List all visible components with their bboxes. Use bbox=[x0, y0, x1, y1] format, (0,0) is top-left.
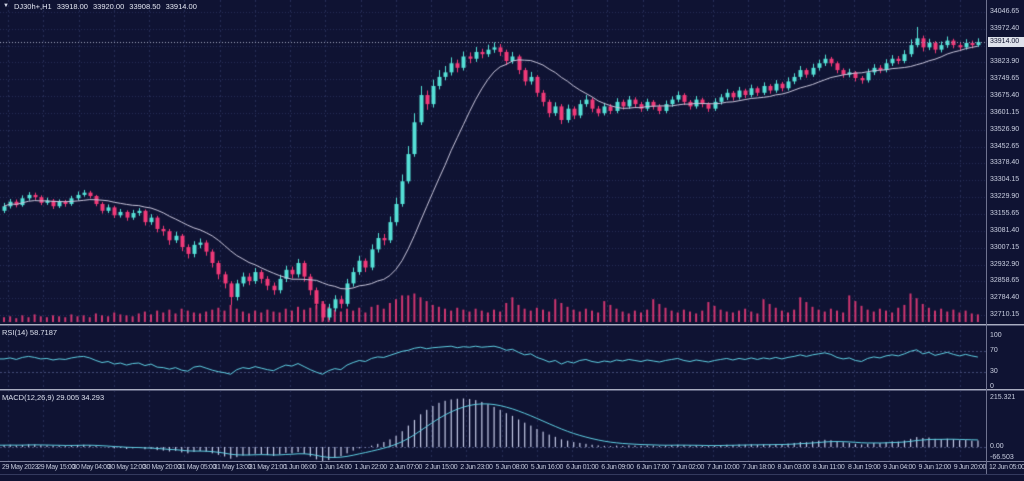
ohlc-close: 33914.00 bbox=[165, 2, 197, 11]
price-tick-label: 32710.15 bbox=[990, 311, 1020, 319]
macd-scale-label: -66.503 bbox=[990, 454, 1014, 461]
panel-separator-rsi[interactable] bbox=[0, 324, 1024, 325]
time-axis-label: 9 Jun 12:00 bbox=[918, 464, 952, 471]
chart-marker-icon[interactable]: ▼ bbox=[3, 3, 9, 9]
time-axis-label: 30 May 20:00 bbox=[143, 464, 181, 471]
time-axis-label: 9 Jun 20:00 bbox=[953, 464, 987, 471]
price-tick-label: 33823.90 bbox=[990, 58, 1020, 66]
time-axis-label: 7 Jun 18:00 bbox=[742, 464, 775, 471]
time-axis-separator bbox=[0, 461, 1024, 462]
rsi-scale-label: 30 bbox=[990, 367, 998, 375]
time-axis-label: 8 Jun 19:00 bbox=[848, 464, 881, 471]
price-tick-label: 33526.90 bbox=[990, 125, 1020, 133]
ohlc-low: 33908.50 bbox=[129, 2, 161, 11]
time-axis-label: 1 Jun 06:00 bbox=[284, 464, 317, 471]
time-axis-label: 1 Jun 14:00 bbox=[319, 464, 352, 471]
time-axis-label: 31 May 13:00 bbox=[213, 464, 252, 471]
time-axis-label: 2 Jun 07:00 bbox=[389, 464, 423, 471]
price-tick-label: 33601.15 bbox=[990, 108, 1020, 116]
price-tick-label: 34046.65 bbox=[990, 7, 1020, 15]
price-tick-label: 33007.15 bbox=[990, 243, 1020, 251]
time-axis-label: 1 Jun 22:00 bbox=[354, 464, 388, 471]
time-axis-label: 5 Jun 16:00 bbox=[530, 464, 564, 471]
time-axis-label: 6 Jun 01:00 bbox=[566, 464, 599, 471]
time-axis-label: 29 May 15:00 bbox=[37, 464, 75, 471]
symbol-timeframe: DJ30h+,H1 bbox=[13, 2, 52, 11]
price-tick-label: 33675.40 bbox=[990, 92, 1020, 100]
time-axis-label: 30 May 04:00 bbox=[72, 464, 111, 471]
price-tick-label: 32932.90 bbox=[990, 260, 1020, 268]
price-tick-label: 33155.65 bbox=[990, 210, 1020, 218]
price-tick-label: 33304.15 bbox=[990, 176, 1020, 184]
rsi-scale-label: 0 bbox=[990, 383, 994, 390]
time-axis-label: 6 Jun 17:00 bbox=[636, 464, 670, 471]
price-tick-label: 33081.40 bbox=[990, 226, 1020, 234]
time-axis-label: 7 Jun 10:00 bbox=[707, 464, 740, 471]
price-tick-label: 33452.65 bbox=[990, 142, 1020, 150]
time-axis-label: 30 May 12:00 bbox=[107, 464, 146, 471]
time-axis-label: 2 Jun 23:00 bbox=[460, 464, 493, 471]
time-axis-label: 29 May 2023 bbox=[2, 464, 39, 471]
time-axis-label: 2 Jun 15:00 bbox=[425, 464, 458, 471]
time-axis-label: 8 Jun 03:00 bbox=[777, 464, 811, 471]
ohlc-high: 33920.00 bbox=[92, 2, 125, 11]
time-axis-label: 31 May 05:00 bbox=[178, 464, 216, 471]
time-axis-label: 31 May 21:00 bbox=[248, 464, 287, 471]
rsi-scale-label: 100 bbox=[990, 332, 1002, 339]
macd-scale-label: 215.321 bbox=[990, 394, 1016, 402]
chart-title-bar: ▼ DJ30h+,H1 33918.00 33920.00 33908.50 3… bbox=[3, 2, 197, 11]
current-price-badge: 33914.00 bbox=[988, 36, 1024, 47]
price-tick-label: 32784.40 bbox=[990, 294, 1020, 302]
time-axis-label: 8 Jun 11:00 bbox=[812, 464, 845, 471]
time-axis-label: 6 Jun 09:00 bbox=[601, 464, 634, 471]
price-tick-label: 33229.90 bbox=[990, 193, 1020, 201]
time-axis-label: 5 Jun 08:00 bbox=[495, 464, 529, 471]
price-tick-label: 32858.65 bbox=[990, 277, 1020, 285]
macd-indicator-label: MACD(12,26,9) 29.005 34.293 bbox=[2, 393, 105, 402]
price-tick-label: 33378.40 bbox=[990, 159, 1020, 167]
price-axis-border bbox=[986, 0, 987, 474]
price-tick-label: 33972.40 bbox=[990, 24, 1020, 32]
rsi-indicator-label: RSI(14) 58.7187 bbox=[2, 328, 58, 337]
time-axis-label: 12 Jun 05:00 bbox=[989, 464, 1024, 471]
ohlc-open: 33918.00 bbox=[56, 2, 88, 11]
macd-scale-label: 0.00 bbox=[990, 443, 1004, 450]
window-bottom-edge bbox=[0, 474, 1024, 475]
time-axis-label: 9 Jun 04:00 bbox=[883, 464, 916, 471]
panel-separator-macd[interactable] bbox=[0, 389, 1024, 390]
time-axis-label: 7 Jun 02:00 bbox=[671, 464, 705, 471]
price-tick-label: 33749.65 bbox=[990, 75, 1020, 83]
rsi-scale-label: 70 bbox=[990, 347, 998, 355]
